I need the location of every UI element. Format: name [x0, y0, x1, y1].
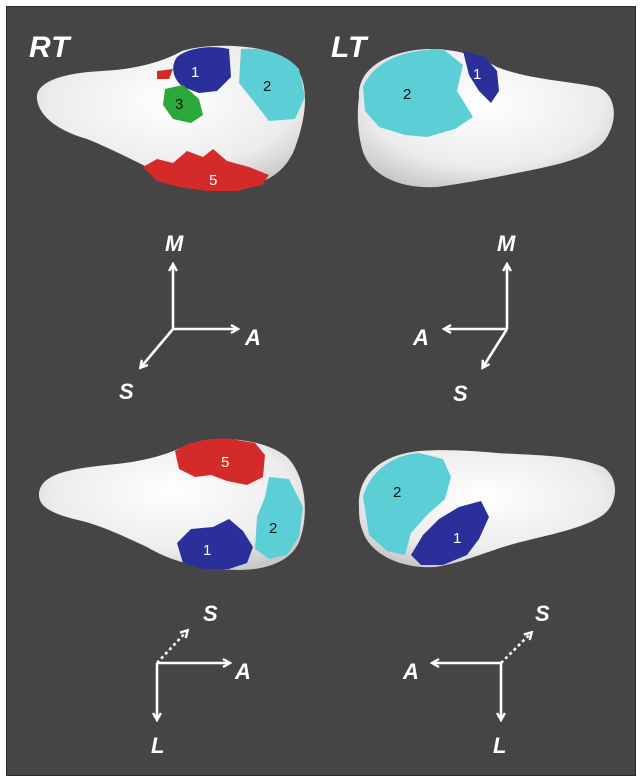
lt-region-2-patch: [363, 49, 473, 137]
rt-top-shape: 1 2 3 5: [36, 45, 306, 191]
lt-bottom-l-label: L: [493, 733, 506, 758]
lt-bottom-s-label: S: [535, 601, 550, 626]
lt-bottom-region-2-patch: [363, 453, 451, 555]
lt-bottom-region-1-patch: [411, 501, 489, 565]
rt-bottom-region-1-patch: [177, 519, 253, 569]
rt-top-region-1-label: 1: [191, 64, 199, 81]
lt-bottom-orientation: S A L: [402, 601, 550, 758]
rt-bottom-s-label: S: [203, 601, 218, 626]
rt-top-bone: [36, 45, 306, 188]
lt-bottom-region-1-label: 1: [453, 530, 461, 547]
rt-top-s-label: S: [119, 379, 134, 404]
rt-bottom-region-5-patch: [175, 438, 265, 485]
rt-bottom-region-1-label: 1: [203, 542, 211, 559]
hippocampus-figure: RT LT 1 2 3 5: [6, 6, 636, 776]
rt-bottom-superior-arrow: [156, 631, 187, 664]
lt-bottom-shape: 2 1: [358, 450, 615, 568]
rt-region-2-patch: [239, 48, 305, 121]
rt-bottom-region-5-label: 5: [221, 454, 229, 471]
rt-red-fringe: [157, 69, 173, 79]
rt-bottom-region-2-label: 2: [269, 520, 277, 537]
rt-region-1-patch: [173, 47, 231, 93]
lt-bottom-a-label: A: [402, 659, 419, 684]
lt-top-m-label: M: [497, 231, 516, 256]
rt-bottom-region-2-patch: [255, 477, 303, 559]
lt-top-a-label: A: [412, 325, 429, 350]
lt-top-shape: 2 1: [357, 49, 614, 188]
rt-top-region-5-label: 5: [209, 172, 217, 189]
rt-bottom-shape: 5 2 1: [39, 438, 305, 570]
rt-bottom-l-label: L: [151, 733, 164, 758]
rt-top-region-3-label: 3: [175, 96, 183, 113]
lt-bottom-region-2-label: 2: [393, 484, 401, 501]
lt-region-1-patch: [463, 51, 499, 103]
rt-top-m-label: M: [165, 231, 184, 256]
figure-canvas: 1 2 3 5 2 1 M A S M A S: [36, 45, 615, 758]
rt-bottom-a-label: A: [234, 659, 251, 684]
lt-top-region-2-label: 2: [403, 86, 411, 103]
rt-bottom-orientation: S A L: [151, 601, 251, 758]
rt-region-3-patch: [163, 85, 203, 123]
left-side-label: LT: [331, 31, 368, 64]
lt-top-region-1-label: 1: [473, 66, 481, 83]
rt-top-orientation: M A S: [119, 231, 261, 404]
rt-top-superior-arrow: [141, 328, 174, 367]
lt-bottom-superior-arrow: [500, 633, 531, 664]
lt-top-superior-arrow: [483, 328, 509, 367]
rt-region-5-patch: [143, 149, 269, 191]
right-side-label: RT: [29, 31, 71, 64]
rt-top-a-label: A: [244, 325, 261, 350]
lt-top-s-label: S: [453, 381, 468, 406]
lt-top-orientation: M A S: [412, 231, 516, 406]
rt-top-region-2-label: 2: [263, 78, 271, 95]
